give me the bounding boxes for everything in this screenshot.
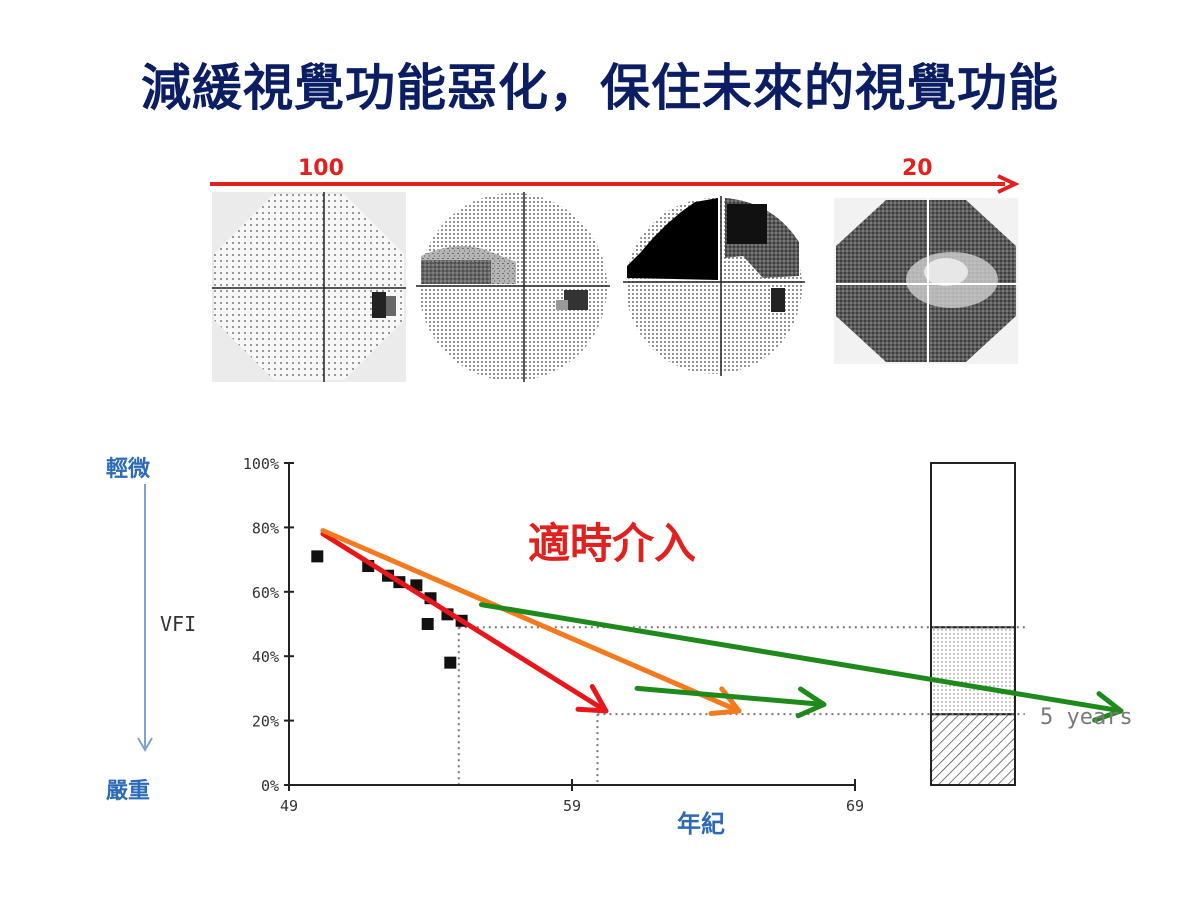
severity-end-label: 20 [902,156,933,181]
side-axis-bottom-label: 嚴重 [106,779,151,804]
visual-field-map-1 [212,192,406,382]
y-tick-label: 0% [261,777,279,795]
trend-arrowhead-green [795,686,827,719]
stacked-bar-label: 5 years [1040,705,1133,730]
trend-line-green [478,602,1124,714]
visual-field-map-3 [623,196,805,376]
y-tick-label: 60% [252,584,279,602]
bar-segment-hatched [930,713,1016,786]
bar-segment-empty [930,462,1016,629]
data-point [311,550,324,563]
trend-arrowhead-green [1092,691,1124,723]
side-axis-arrow [137,484,153,752]
severity-start-label: 100 [298,156,344,181]
trend-lines [320,528,1124,723]
page-title: 減緩視覺功能惡化，保住未來的視覺功能 [141,59,1059,117]
trend-line-green [634,685,827,707]
x-tick-label: 59 [563,797,581,815]
severity-scale-arrow [210,174,1020,194]
x-tick-label: 69 [846,797,864,815]
y-tick-label: 100% [243,455,279,473]
chart-x-label: 年紀 [677,810,725,838]
side-axis-top-label: 輕微 [106,457,151,482]
data-point [444,656,457,669]
bar-segment-dotted [930,626,1016,716]
visual-field-map-2 [416,192,610,382]
x-tick-label: 49 [280,797,298,815]
intervention-annotation: 適時介入 [528,519,697,568]
trend-arrowhead-red [575,684,609,714]
data-point [421,618,434,630]
reference-lines [457,626,1025,785]
stacked-bar [930,462,1016,786]
trend-line-orange [320,528,742,714]
y-tick-label: 20% [252,713,279,731]
trend-line-red [320,531,609,714]
visual-field-map-4 [834,198,1018,364]
chart-axes: 0% 20% 40% 60% 80% 100% 49 59 69 [243,455,864,815]
chart-y-label: VFI [160,612,196,636]
y-tick-label: 80% [252,519,279,537]
y-tick-label: 40% [252,648,279,666]
